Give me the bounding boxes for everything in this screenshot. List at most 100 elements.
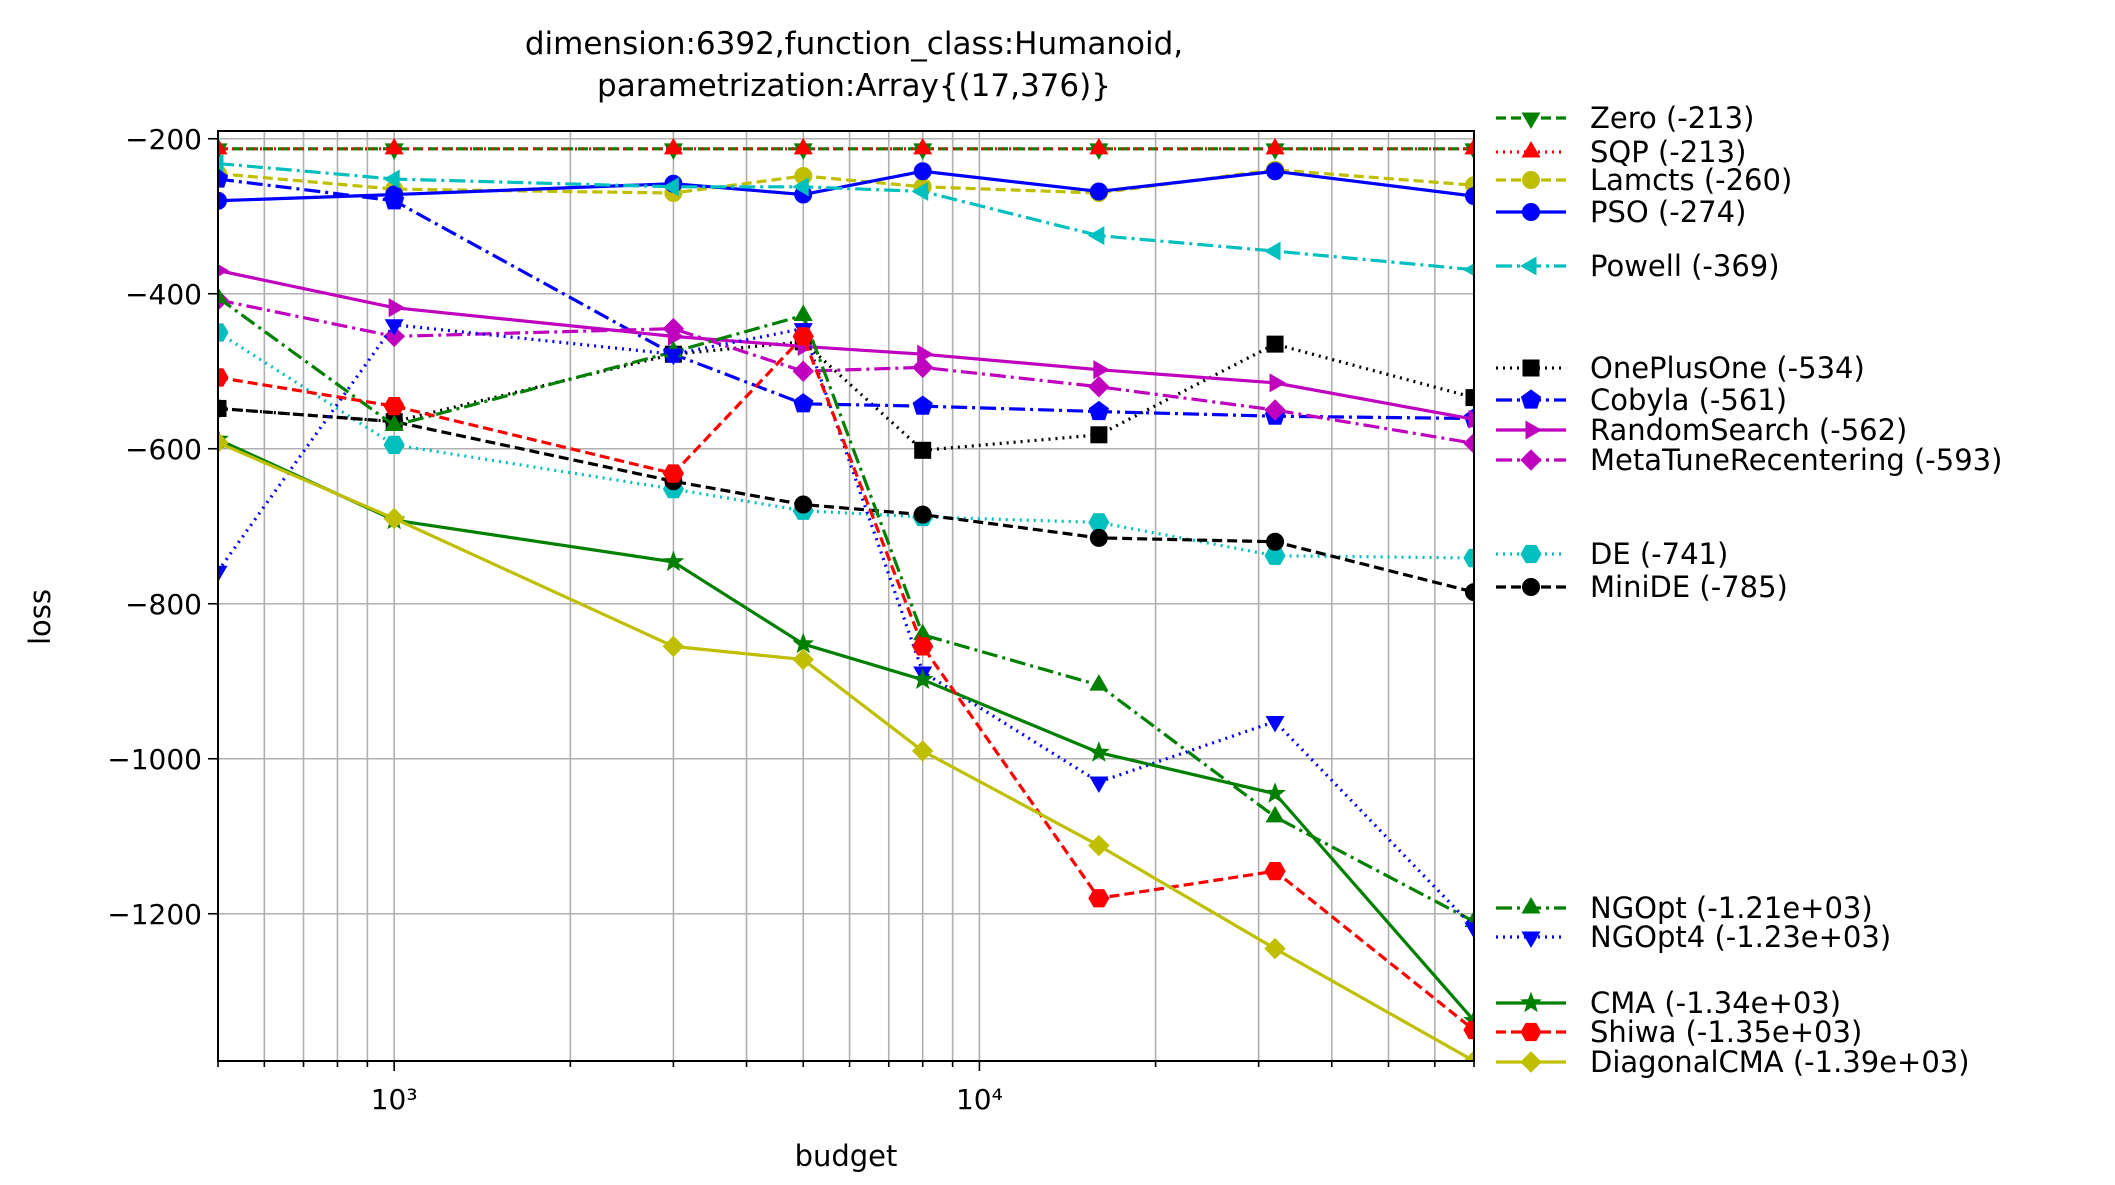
legend-marker: [1521, 896, 1541, 914]
legend-label: Zero (-213): [1590, 101, 1754, 135]
data-point: [1088, 513, 1110, 532]
legend-entry: Cobyla (-561): [1496, 383, 1787, 417]
data-point: [1264, 861, 1286, 881]
data-point: [1088, 889, 1110, 908]
data-point: [663, 348, 683, 366]
data-point: [383, 507, 405, 530]
series-layer: [218, 137, 1474, 1061]
y-tick-label: −600: [125, 433, 202, 466]
legend-label: Shiwa (-1.35e+03): [1590, 1015, 1862, 1049]
data-point: [1266, 162, 1285, 181]
data-point: [384, 414, 404, 431]
legend-marker: [1522, 359, 1540, 377]
data-point: [911, 181, 929, 201]
legend-marker: [1520, 1022, 1542, 1042]
x-tick-label: 10⁴: [956, 1083, 1003, 1116]
data-point: [1089, 137, 1109, 155]
axis-ticks: −200 −400 −600 −800 −1000 −1200 10³ 10⁴: [107, 123, 1475, 1116]
data-point: [792, 327, 814, 346]
data-point: [793, 393, 814, 413]
series-1: [218, 137, 1474, 155]
legend-entry: Powell (-369): [1496, 249, 1780, 283]
data-point: [1264, 937, 1286, 960]
data-point: [911, 668, 934, 689]
legend-marker: [1520, 1051, 1542, 1073]
data-point: [1266, 335, 1284, 353]
legend-marker: [1519, 256, 1537, 276]
legend-marker: [1521, 931, 1541, 949]
legend-label: CMA (-1.34e+03): [1590, 986, 1841, 1020]
data-point: [913, 505, 932, 524]
data-point: [662, 550, 685, 572]
series-line: [218, 268, 1474, 421]
data-point: [1087, 226, 1105, 246]
series-4: [218, 154, 1474, 277]
data-point: [1088, 741, 1110, 762]
data-point: [218, 264, 230, 277]
series-line: [218, 296, 1474, 923]
legend-entry: MiniDE (-785): [1496, 570, 1788, 604]
series-6: [218, 168, 1474, 428]
data-point: [1463, 1050, 1474, 1061]
legend-marker: [1521, 140, 1541, 158]
data-point: [1264, 399, 1286, 421]
legend-label: Powell (-369): [1590, 249, 1780, 283]
data-point: [218, 565, 228, 583]
legend-label: DiagonalCMA (-1.39e+03): [1590, 1045, 1970, 1079]
data-point: [218, 286, 228, 304]
data-point: [662, 177, 679, 197]
legend-label: RandomSearch (-562): [1590, 413, 1907, 447]
legend-entry: MetaTuneRecentering (-593): [1496, 443, 2002, 477]
legend-marker: [1522, 171, 1540, 189]
plot-frame: [217, 130, 1475, 1062]
data-point: [1088, 834, 1110, 857]
data-point: [1088, 400, 1109, 421]
y-tick-label: −1200: [107, 898, 202, 931]
data-point: [1266, 532, 1285, 551]
data-point: [662, 635, 685, 658]
legend-entry: PSO (-274): [1496, 195, 1746, 229]
data-point: [792, 648, 814, 671]
series-line: [218, 298, 1474, 445]
x-axis-label: budget: [795, 1139, 898, 1173]
data-point: [911, 740, 934, 762]
series-15: [218, 431, 1474, 1061]
series-line: [218, 340, 1474, 452]
legend-entry: DiagonalCMA (-1.39e+03): [1496, 1045, 1970, 1079]
data-point: [1465, 583, 1474, 602]
series-line: [218, 333, 1474, 1032]
data-point: [218, 399, 227, 418]
data-point: [1468, 409, 1474, 429]
data-point: [1465, 187, 1474, 206]
data-point: [384, 319, 404, 336]
legend-label: MiniDE (-785): [1590, 570, 1788, 604]
data-point: [383, 396, 405, 416]
series-3: [218, 162, 1474, 210]
series-line: [218, 441, 1474, 1061]
data-point: [1265, 137, 1285, 155]
legend-label: NGOpt4 (-1.23e+03): [1590, 920, 1891, 954]
data-point: [914, 441, 932, 459]
data-point: [218, 168, 229, 188]
legend-marker: [1520, 544, 1542, 564]
series-line: [218, 177, 1474, 421]
legend-label: MetaTuneRecentering (-593): [1590, 443, 2002, 477]
data-point: [662, 464, 684, 483]
legend-entry: Lamcts (-260): [1496, 163, 1792, 197]
data-point: [384, 190, 405, 210]
y-tick-label: −400: [125, 278, 202, 311]
data-point: [1089, 182, 1108, 201]
legend-entry: RandomSearch (-562): [1496, 413, 1907, 447]
data-point: [218, 368, 229, 387]
series-line: [218, 161, 1474, 272]
data-point: [383, 169, 400, 189]
data-point: [1463, 263, 1474, 277]
data-point: [1264, 241, 1281, 261]
legend-entry: NGOpt (-1.21e+03): [1496, 891, 1873, 925]
data-point: [383, 435, 405, 455]
data-point: [218, 154, 224, 174]
data-point: [1463, 432, 1474, 455]
legend-marker: [1525, 420, 1543, 440]
data-point: [793, 304, 813, 321]
